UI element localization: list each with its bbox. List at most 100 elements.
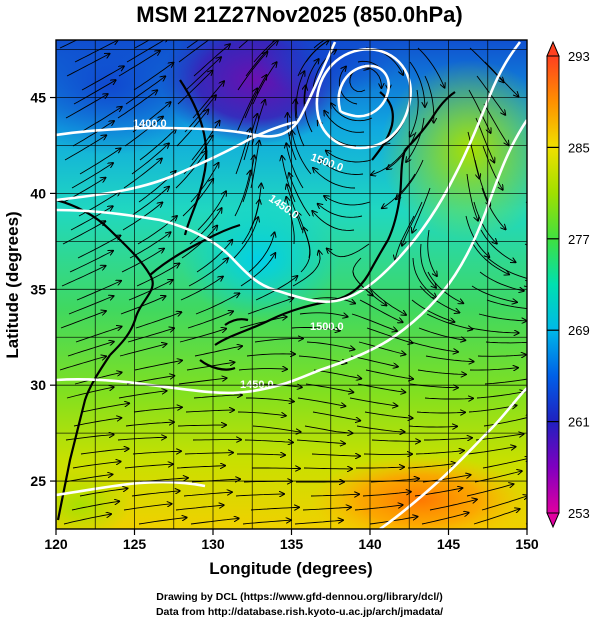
streamline <box>250 141 259 189</box>
streamline <box>297 397 345 406</box>
streamline <box>480 229 516 262</box>
streamline <box>175 505 224 511</box>
streamline <box>66 54 110 77</box>
x-tick-label: 135 <box>280 536 304 552</box>
x-tick-label: 120 <box>44 536 68 552</box>
streamline <box>472 243 509 274</box>
streamline <box>254 339 303 343</box>
streamline <box>62 221 105 245</box>
streamline <box>302 507 351 510</box>
streamline <box>252 425 301 432</box>
streamline <box>59 356 106 371</box>
colorbar-tick-label: 285 <box>568 140 590 155</box>
streamline <box>349 397 397 406</box>
streamline <box>244 75 266 119</box>
streamline <box>239 317 287 329</box>
lat-lon-grid <box>55 40 528 530</box>
streamline <box>327 243 370 258</box>
streamline <box>417 47 445 88</box>
streamline <box>478 313 526 321</box>
streamline <box>477 355 526 357</box>
streamline <box>236 89 257 133</box>
streamline <box>286 143 304 189</box>
streamline <box>356 467 404 468</box>
x-tick-label: 125 <box>123 536 147 552</box>
streamline <box>287 185 303 231</box>
streamline <box>197 191 226 231</box>
streamline <box>475 117 494 162</box>
streamline <box>537 373 584 384</box>
colorbar-tick-label: 293 <box>568 49 590 64</box>
streamline <box>133 63 173 91</box>
streamline <box>354 505 403 511</box>
streamline <box>178 40 210 63</box>
streamline <box>406 117 425 162</box>
streamline <box>297 40 329 77</box>
streamline <box>324 111 365 133</box>
streamline <box>351 313 397 331</box>
streamline <box>412 187 431 233</box>
streamline <box>240 253 275 287</box>
streamline <box>426 313 472 329</box>
streamline <box>365 369 413 379</box>
streamline <box>303 468 352 469</box>
streamline <box>118 391 167 399</box>
streamline <box>243 114 257 161</box>
streamline <box>470 327 519 333</box>
streamline <box>485 341 527 344</box>
streamline <box>233 217 258 259</box>
streamline <box>72 462 121 469</box>
streamline <box>295 71 304 119</box>
streamline <box>427 229 437 276</box>
streamline <box>63 514 111 525</box>
streamline <box>359 299 403 322</box>
streamline <box>482 145 503 190</box>
x-axis-label: Longitude (degrees) <box>209 559 372 578</box>
streamline <box>124 117 163 147</box>
streamline <box>64 474 112 483</box>
streamline <box>362 492 411 497</box>
credit-drawing: Drawing by DCL (https://www.gfd-dennou.o… <box>156 591 443 603</box>
streamline <box>190 518 239 525</box>
streamline <box>294 520 343 525</box>
streamline <box>65 435 114 441</box>
streamline <box>466 173 478 221</box>
streamline <box>319 159 364 175</box>
streamline <box>418 327 465 340</box>
streamline <box>61 266 106 287</box>
x-tick-label: 150 <box>515 536 539 552</box>
streamline <box>175 151 207 189</box>
streamline <box>187 311 233 329</box>
streamline <box>137 216 177 245</box>
streamline <box>246 354 295 356</box>
streamline <box>59 40 78 49</box>
streamline <box>312 411 360 421</box>
x-tick-label: 140 <box>358 536 382 552</box>
streamline <box>123 504 172 511</box>
streamline <box>287 113 297 161</box>
streamline <box>245 40 278 77</box>
streamline <box>131 143 169 175</box>
streamline <box>178 378 227 385</box>
streamline <box>71 163 113 189</box>
streamline <box>299 312 348 317</box>
colorbar-tick-label: 277 <box>568 232 590 247</box>
streamline <box>77 236 120 259</box>
streamline <box>130 187 169 217</box>
streamline <box>134 360 182 371</box>
streamline <box>196 240 232 273</box>
streamline <box>121 249 164 273</box>
streamline <box>292 131 312 175</box>
streamline <box>184 453 233 454</box>
streamline <box>471 285 517 302</box>
streamline <box>193 395 242 399</box>
page-title: MSM 21Z27Nov2025 (850.0hPa) <box>136 2 463 27</box>
streamline <box>350 355 398 367</box>
streamline <box>282 156 296 203</box>
streamline <box>318 204 363 218</box>
streamline <box>371 440 420 441</box>
streamline <box>482 458 527 469</box>
streamline <box>189 208 222 245</box>
colorbar: 253 261 269 277 285 293 <box>546 40 590 529</box>
